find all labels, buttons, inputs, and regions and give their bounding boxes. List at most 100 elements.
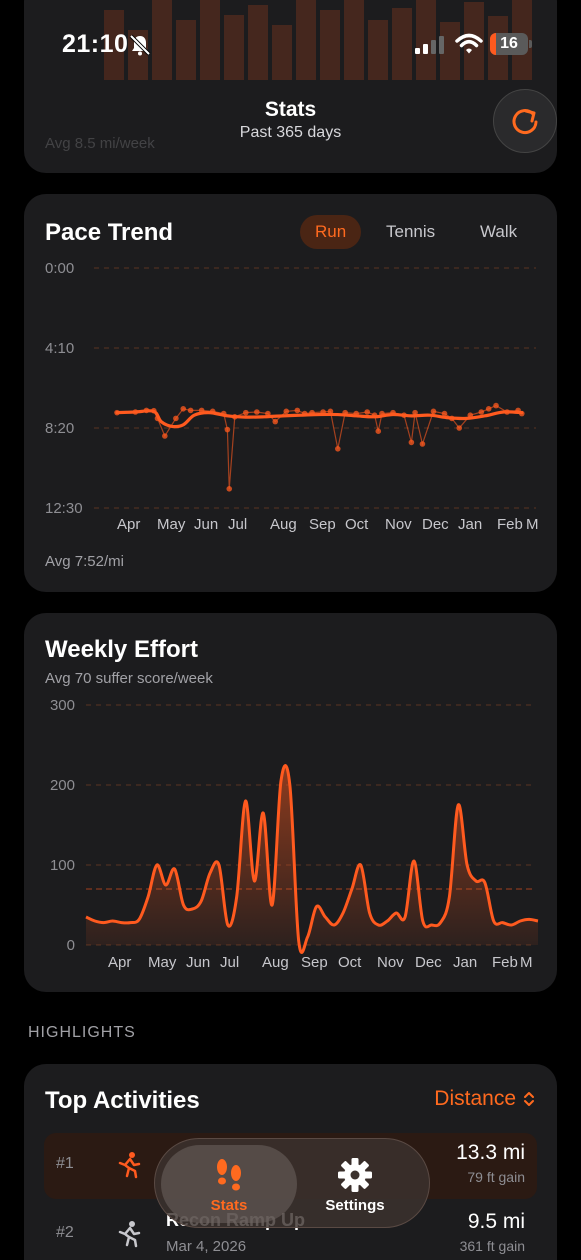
- y-tick-label: 12:30: [45, 500, 83, 517]
- tab-run[interactable]: Run: [300, 215, 362, 249]
- pace-point: [327, 408, 334, 415]
- x-tick-label: Sep: [309, 516, 336, 533]
- y-tick-label: 0: [67, 937, 75, 954]
- x-tick-label: Nov: [377, 954, 404, 971]
- x-tick-label: Oct: [345, 516, 369, 533]
- pace-point: [375, 428, 382, 434]
- footprints-icon: [217, 1159, 241, 1191]
- pace-trend-title: Pace Trend: [45, 219, 174, 246]
- pace-point: [226, 486, 233, 492]
- x-tick-label: Jul: [220, 954, 239, 971]
- x-tick-label: Apr: [108, 954, 131, 971]
- pace-point: [173, 415, 179, 422]
- weekly-distance-card: Avg 8.5 mi/week: [24, 0, 557, 173]
- page-subtitle: Past 365 days: [239, 124, 342, 141]
- sort-label: Distance: [434, 1087, 516, 1110]
- x-tick-label: Nov: [385, 516, 412, 533]
- pace-trend-card: Pace Trend Run Tennis Walk 0:00 4:10 8:20 1…: [24, 194, 557, 592]
- x-tick-label: Oct: [338, 954, 362, 971]
- x-tick-label: Sep: [301, 954, 328, 971]
- tab-stats-label: Stats: [210, 1197, 248, 1214]
- pace-point: [478, 409, 485, 415]
- battery-percent: 16: [500, 35, 518, 52]
- running-icon: [118, 1221, 141, 1248]
- x-tick-label: Jan: [453, 954, 477, 971]
- y-tick-label: 8:20: [45, 420, 74, 437]
- pace-point: [254, 409, 260, 415]
- chevron-updown-icon: [524, 1092, 534, 1106]
- pace-point: [224, 426, 231, 433]
- pace-point: [364, 409, 371, 415]
- sort-dropdown[interactable]: Distance: [434, 1087, 536, 1111]
- pace-point: [283, 408, 290, 415]
- pace-point: [187, 407, 194, 414]
- pace-point: [243, 409, 249, 416]
- pace-point: [493, 402, 499, 409]
- y-tick-label: 0:00: [45, 260, 74, 277]
- x-tick-label: Jul: [228, 516, 247, 533]
- status-time: 21:10: [62, 30, 129, 58]
- x-tick-label: M: [520, 954, 533, 971]
- x-tick-label: Aug: [262, 954, 289, 971]
- x-tick-label: May: [157, 516, 186, 533]
- pace-trend-chart: 0:00 4:10 8:20 12:30 Apr May Jun Jul Aug Sep Oct No…: [45, 260, 539, 533]
- x-tick-label: Jan: [458, 516, 482, 533]
- weekly-effort-card: Weekly Effort Avg 70 suffer score/week 3…: [24, 613, 557, 992]
- x-tick-label: M: [526, 516, 539, 533]
- refresh-button[interactable]: [493, 89, 557, 153]
- pace-point: [430, 408, 437, 415]
- tab-settings[interactable]: Settings: [287, 1145, 423, 1223]
- x-tick-label: Feb: [497, 516, 523, 533]
- running-icon: [118, 1152, 141, 1179]
- activity-gain: 361 ft gain: [459, 1238, 525, 1254]
- pace-point: [456, 425, 463, 431]
- x-tick-label: May: [148, 954, 177, 971]
- pace-point: [272, 418, 279, 425]
- weekly-effort-title: Weekly Effort: [45, 636, 198, 663]
- activity-rank: #2: [56, 1224, 74, 1241]
- activity-distance: 13.3 mi: [456, 1141, 525, 1164]
- activity-date: Mar 4, 2026: [166, 1238, 247, 1255]
- pace-point: [294, 407, 301, 414]
- tab-tennis[interactable]: Tennis: [386, 222, 436, 241]
- x-tick-label: Feb: [492, 954, 518, 971]
- effort-line: [85, 763, 539, 954]
- pace-point: [408, 439, 415, 446]
- tab-walk[interactable]: Walk: [480, 222, 518, 241]
- y-tick-label: 100: [50, 857, 75, 874]
- activity-distance: 9.5 mi: [467, 1210, 525, 1233]
- y-tick-label: 300: [50, 697, 75, 714]
- activity-gain: 79 ft gain: [467, 1169, 525, 1185]
- bell-slash-icon: [129, 34, 151, 56]
- weekly-effort-chart: 300 200 100 0 Apr May Jun Jul Aug Sep Oct Nov Dec Jan…: [50, 697, 539, 971]
- activity-rank: #1: [56, 1155, 74, 1172]
- gear-icon: [338, 1158, 372, 1192]
- x-tick-label: Aug: [270, 516, 297, 533]
- pace-point: [162, 433, 168, 439]
- wifi-icon: [455, 33, 483, 54]
- x-tick-label: Dec: [422, 516, 449, 533]
- pace-trend-line: [115, 409, 524, 429]
- pace-point: [180, 406, 187, 412]
- tab-bar: Stats Settings: [154, 1138, 430, 1228]
- pace-point: [441, 410, 448, 417]
- highlights-header: HIGHLIGHTS: [28, 1024, 136, 1041]
- status-bar: 21:10 16: [0, 0, 581, 90]
- pace-average: Avg 7:52/mi: [45, 553, 124, 570]
- pace-point: [335, 446, 341, 452]
- tab-settings-label: Settings: [325, 1197, 385, 1214]
- pace-point: [485, 406, 492, 412]
- x-tick-label: Apr: [117, 516, 140, 533]
- x-tick-label: Dec: [415, 954, 442, 971]
- x-tick-label: Jun: [194, 516, 218, 533]
- distance-average: Avg 8.5 mi/week: [45, 135, 155, 152]
- x-tick-label: Jun: [186, 954, 210, 971]
- pace-point: [412, 409, 418, 416]
- tab-stats[interactable]: Stats: [161, 1145, 297, 1223]
- refresh-icon: [512, 109, 538, 135]
- distance-chart-ghost: [104, 0, 532, 80]
- page-title: Stats: [264, 98, 317, 121]
- weekly-effort-subtitle: Avg 70 suffer score/week: [45, 670, 213, 687]
- y-tick-label: 4:10: [45, 340, 74, 357]
- top-activities-title: Top Activities: [45, 1087, 200, 1114]
